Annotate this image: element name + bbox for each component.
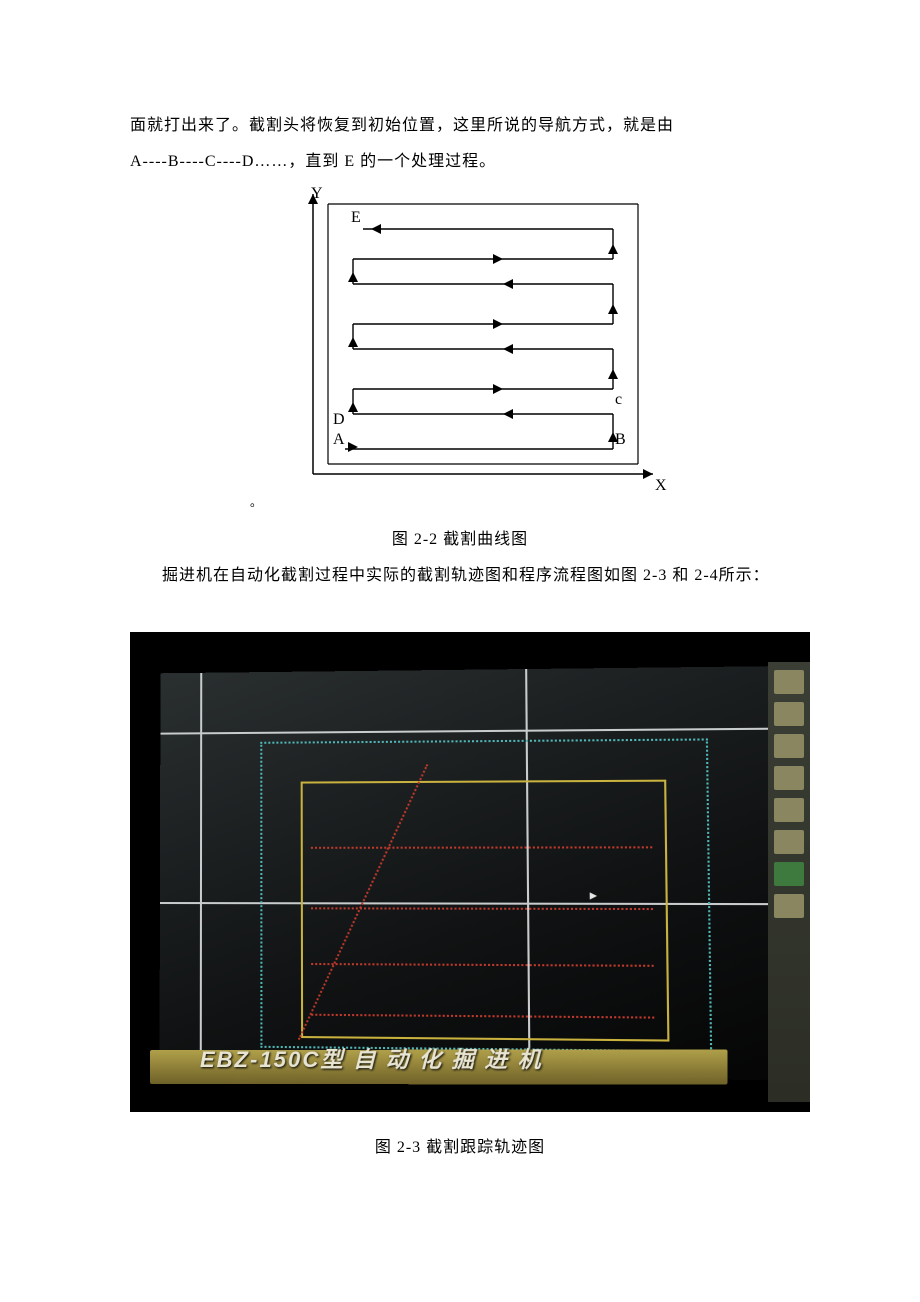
panel-btn (774, 830, 804, 854)
panel-btn (774, 894, 804, 918)
panel-btn (774, 670, 804, 694)
panel-btn (774, 766, 804, 790)
svg-text:B: B (615, 431, 626, 448)
figure-2-2-caption: 图 2-2 截割曲线图 (130, 524, 790, 556)
paragraph-1-line2: A----B----C----D……，直到 E 的一个处理过程。 (130, 146, 790, 178)
paragraph-2: 掘进机在自动化截割过程中实际的截割轨迹图和程序流程图如图 2-3 和 2-4所示… (130, 560, 790, 592)
grid-h1 (160, 728, 778, 735)
stray-period: 。 (250, 490, 262, 514)
panel-btn (774, 702, 804, 726)
svg-text:X: X (655, 477, 667, 494)
panel-btn-green (774, 862, 804, 886)
cursor-icon: ▸ (590, 882, 598, 911)
svg-text:c: c (615, 391, 622, 408)
svg-text:A: A (333, 431, 345, 448)
document-page: 面就打出来了。截割头将恢复到初始位置，这里所说的导航方式，就是由 A----B-… (0, 0, 920, 1228)
figure-2-3-caption: 图 2-3 截割跟踪轨迹图 (130, 1132, 790, 1164)
red-trajectory-lines (160, 666, 776, 673)
subtitle-text: EBZ-150C型 自 动 化 掘 进 机 (200, 1038, 542, 1083)
panel-btn (774, 798, 804, 822)
paragraph-1-line1: 面就打出来了。截割头将恢复到初始位置，这里所说的导航方式，就是由 (130, 110, 790, 142)
monitor-screen: ▸ (160, 666, 784, 1080)
svg-text:E: E (351, 209, 361, 226)
svg-text:D: D (333, 411, 345, 428)
figure-2-2-wrap: X Y A Bc D E 。 (130, 184, 790, 516)
panel-btn (774, 734, 804, 758)
cutting-curve-diagram: X Y A Bc D E (253, 184, 668, 504)
figure-2-3-wrap: ▸ EBZ-150C型 自 动 化 掘 进 机 (130, 632, 790, 1124)
trajectory-photo: ▸ EBZ-150C型 自 动 化 掘 进 机 (130, 632, 810, 1112)
svg-text:Y: Y (311, 185, 323, 202)
side-control-panel (768, 662, 810, 1102)
